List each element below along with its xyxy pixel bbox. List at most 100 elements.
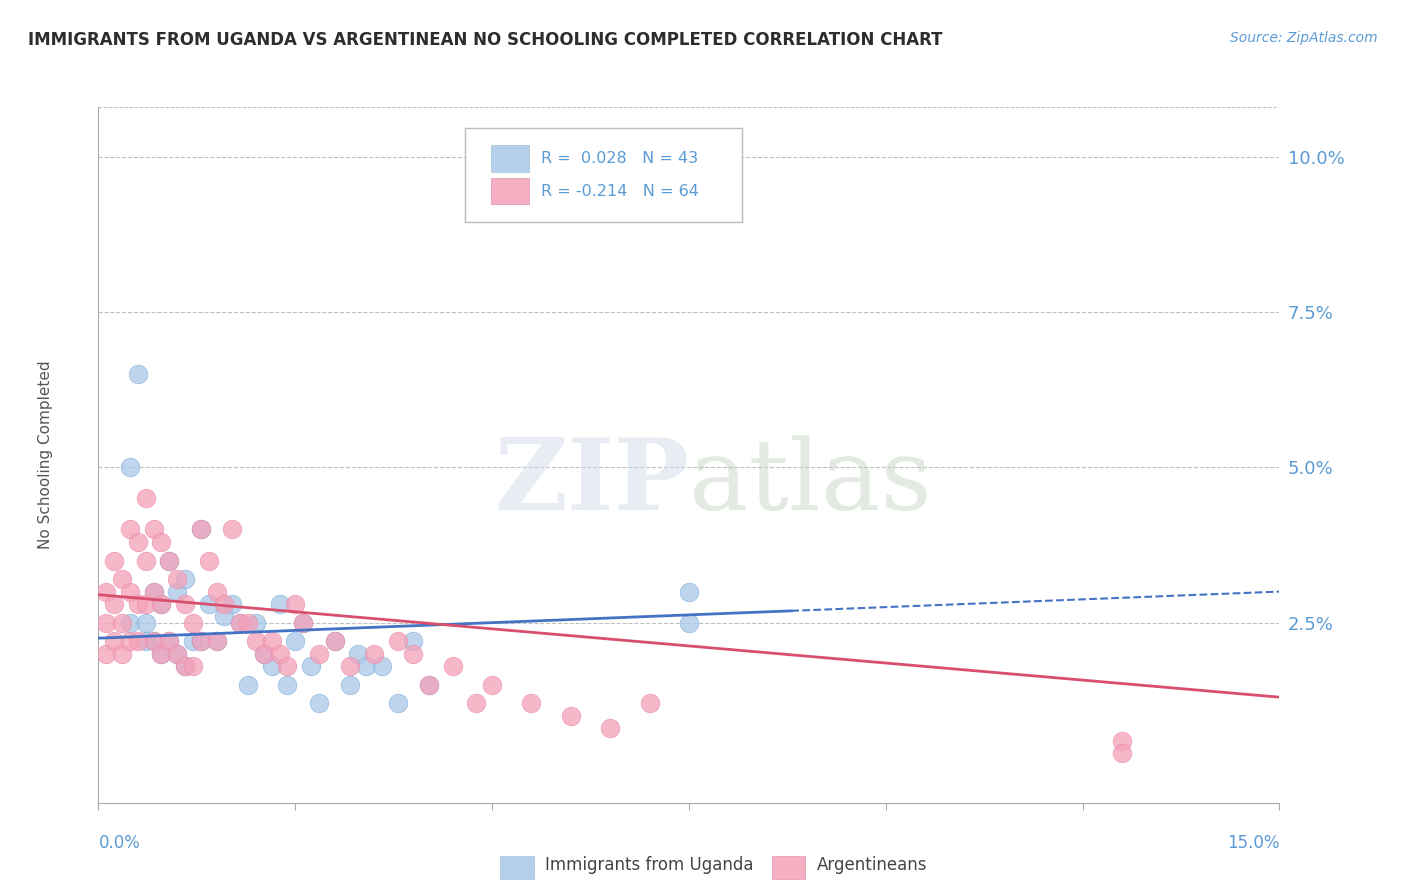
Point <box>190 523 212 537</box>
Point <box>96 584 118 599</box>
Point <box>166 572 188 586</box>
Point <box>118 615 141 630</box>
Text: R =  0.028   N = 43: R = 0.028 N = 43 <box>541 151 699 166</box>
Point <box>127 367 149 381</box>
Point <box>181 659 204 673</box>
Text: 15.0%: 15.0% <box>1227 834 1279 852</box>
Point <box>292 615 315 630</box>
Point <box>260 659 283 673</box>
Point <box>127 534 149 549</box>
Point <box>308 697 330 711</box>
Point <box>387 697 409 711</box>
Point <box>197 597 219 611</box>
Point <box>103 597 125 611</box>
Point <box>269 597 291 611</box>
Point <box>190 634 212 648</box>
Point <box>221 523 243 537</box>
Point <box>181 634 204 648</box>
Point <box>229 615 252 630</box>
Text: atlas: atlas <box>689 435 932 531</box>
Text: Immigrants from Uganda: Immigrants from Uganda <box>546 856 754 874</box>
Point <box>142 523 165 537</box>
Point <box>135 615 157 630</box>
Point <box>103 553 125 567</box>
Point <box>157 634 180 648</box>
Point <box>402 634 425 648</box>
Point <box>520 697 543 711</box>
Point <box>221 597 243 611</box>
Point <box>135 597 157 611</box>
Text: ZIP: ZIP <box>494 434 689 532</box>
Point <box>205 584 228 599</box>
Point <box>214 597 236 611</box>
Point <box>371 659 394 673</box>
Point <box>214 609 236 624</box>
Point <box>118 584 141 599</box>
Point <box>166 647 188 661</box>
Point <box>111 572 134 586</box>
Point <box>339 678 361 692</box>
Point <box>166 584 188 599</box>
Point <box>284 597 307 611</box>
Point <box>276 659 298 673</box>
Point <box>190 523 212 537</box>
Point <box>339 659 361 673</box>
Point <box>197 553 219 567</box>
Point <box>276 678 298 692</box>
Text: Source: ZipAtlas.com: Source: ZipAtlas.com <box>1230 31 1378 45</box>
Point <box>347 647 370 661</box>
Point <box>142 584 165 599</box>
Point <box>245 634 267 648</box>
Text: R = -0.214   N = 64: R = -0.214 N = 64 <box>541 184 699 199</box>
Point <box>354 659 377 673</box>
Point <box>599 721 621 735</box>
Point <box>1111 733 1133 747</box>
FancyBboxPatch shape <box>464 128 742 222</box>
Point <box>127 634 149 648</box>
Text: 0.0%: 0.0% <box>98 834 141 852</box>
Point <box>560 708 582 723</box>
Point <box>418 678 440 692</box>
Point <box>181 615 204 630</box>
Point <box>441 659 464 673</box>
Point <box>245 615 267 630</box>
Point <box>678 615 700 630</box>
Point <box>236 678 259 692</box>
Point <box>142 634 165 648</box>
Point <box>118 523 141 537</box>
Point <box>135 553 157 567</box>
Point <box>127 597 149 611</box>
Point <box>323 634 346 648</box>
Point <box>638 697 661 711</box>
Text: Argentineans: Argentineans <box>817 856 927 874</box>
Point <box>260 634 283 648</box>
Point <box>253 647 276 661</box>
Point <box>174 572 197 586</box>
FancyBboxPatch shape <box>491 145 530 172</box>
Point <box>253 647 276 661</box>
Text: No Schooling Completed: No Schooling Completed <box>38 360 53 549</box>
Point <box>174 659 197 673</box>
Point <box>150 647 173 661</box>
Point <box>157 634 180 648</box>
Point <box>174 597 197 611</box>
Point <box>284 634 307 648</box>
Point <box>157 553 180 567</box>
Point <box>118 634 141 648</box>
Point <box>269 647 291 661</box>
Point <box>299 659 322 673</box>
Point <box>135 634 157 648</box>
Point <box>236 615 259 630</box>
Point <box>292 615 315 630</box>
Point <box>402 647 425 661</box>
Point <box>150 597 173 611</box>
Point <box>323 634 346 648</box>
Point <box>205 634 228 648</box>
Point <box>387 634 409 648</box>
Point <box>678 584 700 599</box>
Point <box>150 597 173 611</box>
Point <box>96 647 118 661</box>
Point <box>174 659 197 673</box>
Point <box>308 647 330 661</box>
Point <box>481 678 503 692</box>
